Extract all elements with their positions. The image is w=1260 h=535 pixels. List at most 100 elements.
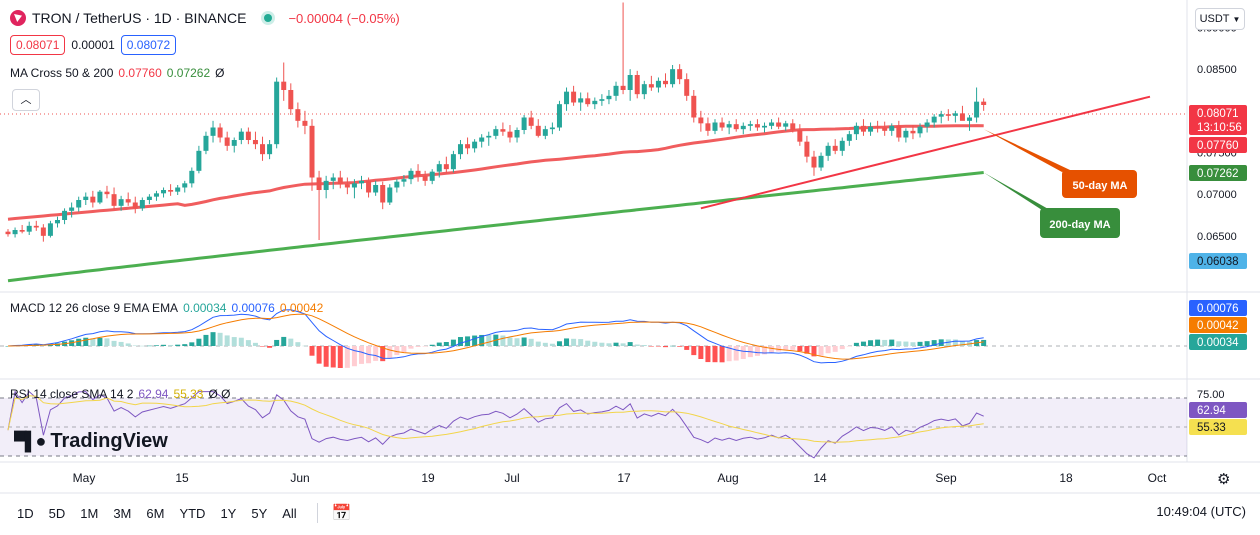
candle <box>790 119 796 133</box>
macd-hist-bar <box>592 341 598 346</box>
ma50-callout-label: 50-day MA <box>1072 180 1127 192</box>
candle-body <box>521 117 527 130</box>
cursor-price-tag-bg <box>1189 253 1247 269</box>
rsi-sma-tag-bg <box>1189 419 1247 435</box>
candle-body <box>359 180 364 184</box>
macd-hist-bar <box>959 340 965 346</box>
candle <box>952 110 958 123</box>
macd-hist-bar <box>634 344 640 346</box>
macd-hist-bar <box>754 346 760 356</box>
candle <box>811 150 817 176</box>
candle <box>5 229 11 237</box>
candle <box>132 196 138 214</box>
macd-hist-bar <box>514 338 520 346</box>
candle-body <box>606 95 612 100</box>
buy-price[interactable]: 0.08072 <box>120 35 177 55</box>
candle <box>33 220 39 231</box>
rsi-tag: 62.94 <box>1189 402 1247 418</box>
macd-hist-bar <box>931 340 937 346</box>
candle-body <box>175 187 181 192</box>
candle <box>804 135 810 163</box>
candle <box>486 131 492 146</box>
collapse-legend-button[interactable]: ︿ <box>12 89 40 111</box>
clock[interactable]: 10:49:04 (UTC) <box>1156 504 1246 519</box>
macd-hist-bar <box>952 339 958 346</box>
candle <box>655 77 661 93</box>
candle-body <box>281 81 287 90</box>
macd-legend[interactable]: MACD 12 26 close 9 EMA EMA 0.00034 0.000… <box>10 301 323 315</box>
macd-hist-bar <box>97 337 103 346</box>
range-1y[interactable]: 1Y <box>220 505 237 521</box>
candle <box>549 122 555 135</box>
candle <box>450 150 456 173</box>
candle-body <box>535 125 541 136</box>
range-3m[interactable]: 3M <box>113 505 132 521</box>
candle-body <box>33 225 39 228</box>
candle-body <box>26 225 32 232</box>
range-6m[interactable]: 6M <box>146 505 165 521</box>
candle-body <box>76 200 82 208</box>
candle-body <box>967 117 973 121</box>
macd-hist-bar <box>415 346 421 347</box>
candle-body <box>733 124 739 130</box>
price-axis[interactable]: 0.090000.085000.080000.075000.070000.065… <box>1189 23 1247 436</box>
range-all[interactable]: All <box>282 505 297 521</box>
macd-hist-bar <box>231 337 237 346</box>
currency-select[interactable]: USDT ▼ <box>1195 8 1245 30</box>
candle <box>161 187 167 198</box>
candle <box>118 195 124 211</box>
range-1d[interactable]: 1D <box>17 505 34 521</box>
range-1m[interactable]: 1M <box>80 505 99 521</box>
tron-logo-icon <box>10 10 26 26</box>
candle-body <box>366 180 372 193</box>
macd-hist-bar <box>323 346 329 367</box>
candle-body <box>839 140 845 151</box>
candle <box>415 164 421 182</box>
symbol-title[interactable]: TRON / TetherUS · 1D · BINANCE <box>32 10 247 26</box>
time-axis[interactable]: May 15 Jun 19 Jul 17 Aug 14 Sep 18 Oct <box>73 471 1167 485</box>
candle <box>493 125 499 140</box>
macd-hist-bar <box>302 345 308 347</box>
macd-hist-bar <box>274 339 280 346</box>
candle <box>238 128 244 145</box>
candle <box>196 145 202 174</box>
cursor-price-tag-text: 0.06038 <box>1197 256 1239 268</box>
brand-name: TradingView <box>50 430 168 452</box>
candle <box>12 227 18 238</box>
candle <box>733 119 739 132</box>
rsi-sma-value: 55.33 <box>173 387 204 401</box>
macd-signal-tag-text: 0.00042 <box>1197 320 1239 332</box>
calendar-icon[interactable]: 📅 <box>316 503 352 523</box>
candle-body <box>380 185 386 203</box>
candle-body <box>620 85 626 90</box>
candle <box>394 179 400 193</box>
ma-legend[interactable]: MA Cross 50 & 200 0.07760 0.07262 Ø <box>10 66 225 80</box>
macd-hist-bar <box>705 346 711 363</box>
macd-hist-bar <box>189 342 195 346</box>
macd-hist-bar <box>556 341 562 346</box>
candle <box>387 184 393 205</box>
candle <box>401 175 407 187</box>
candle <box>260 136 266 161</box>
candle <box>40 224 46 242</box>
candle-body <box>252 140 258 145</box>
sell-price[interactable]: 0.08071 <box>10 35 66 55</box>
macd-hist-bar <box>337 346 343 368</box>
macd-hist-bar <box>175 344 181 346</box>
candle <box>797 124 803 146</box>
macd-hist-bar <box>161 344 167 346</box>
range-ytd[interactable]: YTD <box>179 505 206 521</box>
candle <box>429 169 435 185</box>
market-open-icon <box>264 14 273 22</box>
rsi-legend[interactable]: RSI 14 close SMA 14 2 62.94 55.33 Ø Ø <box>10 387 230 401</box>
last-price-tag: 0.08071 13:10:56 <box>1189 105 1247 135</box>
range-5d[interactable]: 5D <box>48 505 66 521</box>
candle <box>896 120 902 142</box>
macd-hist-bar <box>139 345 145 347</box>
macd-hist-bar <box>344 346 350 368</box>
range-5y[interactable]: 5Y <box>251 505 268 521</box>
gear-icon[interactable]: ⚙ <box>1217 471 1231 488</box>
rsi-line <box>7 390 984 459</box>
candle <box>571 85 577 106</box>
